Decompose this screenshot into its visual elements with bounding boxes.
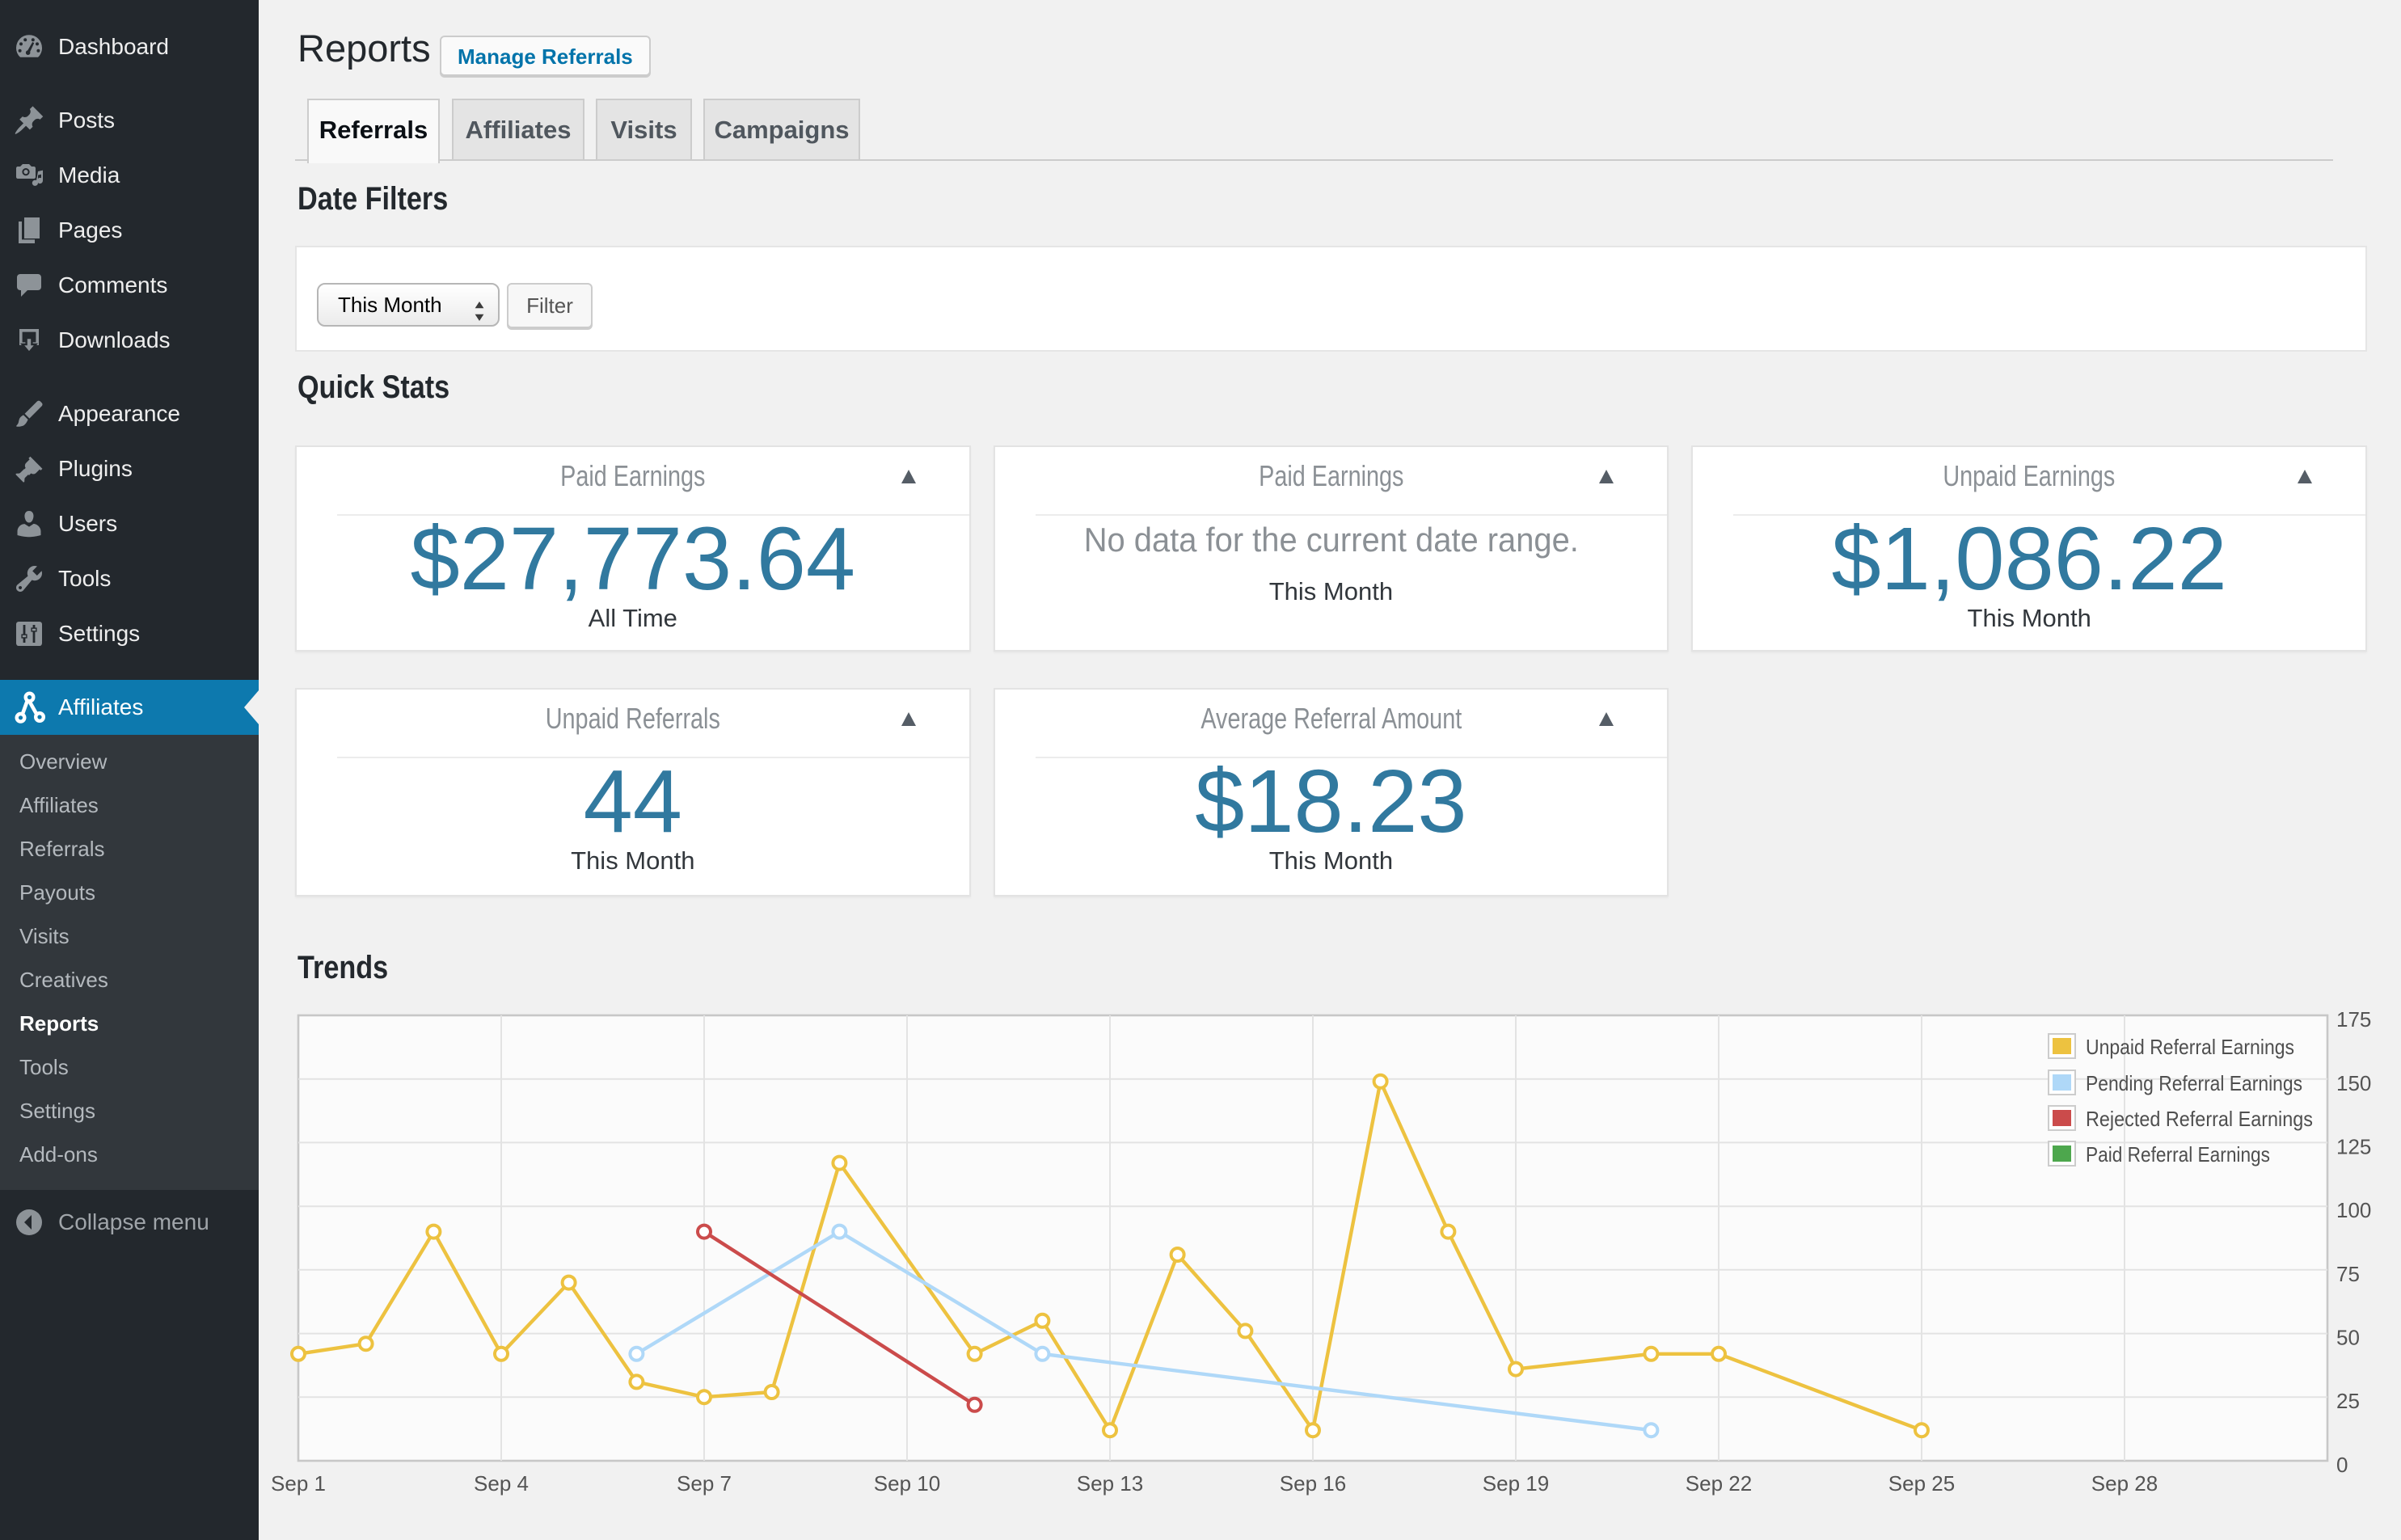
svg-text:Sep 19: Sep 19 bbox=[1483, 1471, 1549, 1496]
svg-text:Sep 28: Sep 28 bbox=[2091, 1471, 2158, 1496]
svg-text:100: 100 bbox=[2336, 1198, 2371, 1222]
svg-text:Sep 22: Sep 22 bbox=[1686, 1471, 1752, 1496]
svg-text:Sep 1: Sep 1 bbox=[271, 1471, 326, 1496]
svg-text:75: 75 bbox=[2336, 1262, 2360, 1286]
svg-text:0: 0 bbox=[2336, 1453, 2348, 1477]
svg-text:Pending Referral Earnings: Pending Referral Earnings bbox=[2086, 1071, 2302, 1095]
svg-text:Unpaid Referral Earnings: Unpaid Referral Earnings bbox=[2086, 1035, 2294, 1059]
svg-text:150: 150 bbox=[2336, 1071, 2371, 1095]
svg-text:Sep 13: Sep 13 bbox=[1077, 1471, 1143, 1496]
svg-text:25: 25 bbox=[2336, 1389, 2360, 1413]
svg-text:Sep 25: Sep 25 bbox=[1888, 1471, 1955, 1496]
svg-text:Rejected Referral Earnings: Rejected Referral Earnings bbox=[2086, 1107, 2313, 1131]
svg-text:Sep 7: Sep 7 bbox=[677, 1471, 732, 1496]
svg-text:Sep 4: Sep 4 bbox=[474, 1471, 529, 1496]
svg-text:Paid Referral Earnings: Paid Referral Earnings bbox=[2086, 1142, 2270, 1167]
svg-text:50: 50 bbox=[2336, 1326, 2360, 1350]
svg-text:175: 175 bbox=[2336, 1007, 2371, 1032]
svg-text:Sep 10: Sep 10 bbox=[874, 1471, 940, 1496]
svg-text:Sep 16: Sep 16 bbox=[1280, 1471, 1346, 1496]
svg-text:125: 125 bbox=[2336, 1134, 2371, 1158]
